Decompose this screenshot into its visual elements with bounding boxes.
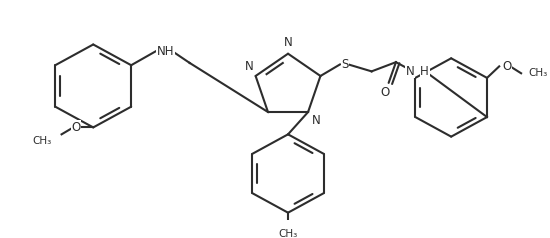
Text: N: N bbox=[405, 65, 414, 78]
Text: O: O bbox=[381, 86, 389, 99]
Text: CH₃: CH₃ bbox=[529, 68, 548, 78]
Text: O: O bbox=[502, 60, 511, 73]
Text: N: N bbox=[312, 114, 321, 127]
Text: N: N bbox=[244, 60, 253, 73]
Text: CH₃: CH₃ bbox=[32, 136, 52, 146]
Text: O: O bbox=[72, 121, 81, 134]
Text: H: H bbox=[420, 65, 429, 78]
Text: CH₃: CH₃ bbox=[278, 229, 298, 238]
Text: NH: NH bbox=[157, 45, 174, 58]
Text: S: S bbox=[341, 58, 349, 71]
Text: N: N bbox=[284, 36, 293, 49]
